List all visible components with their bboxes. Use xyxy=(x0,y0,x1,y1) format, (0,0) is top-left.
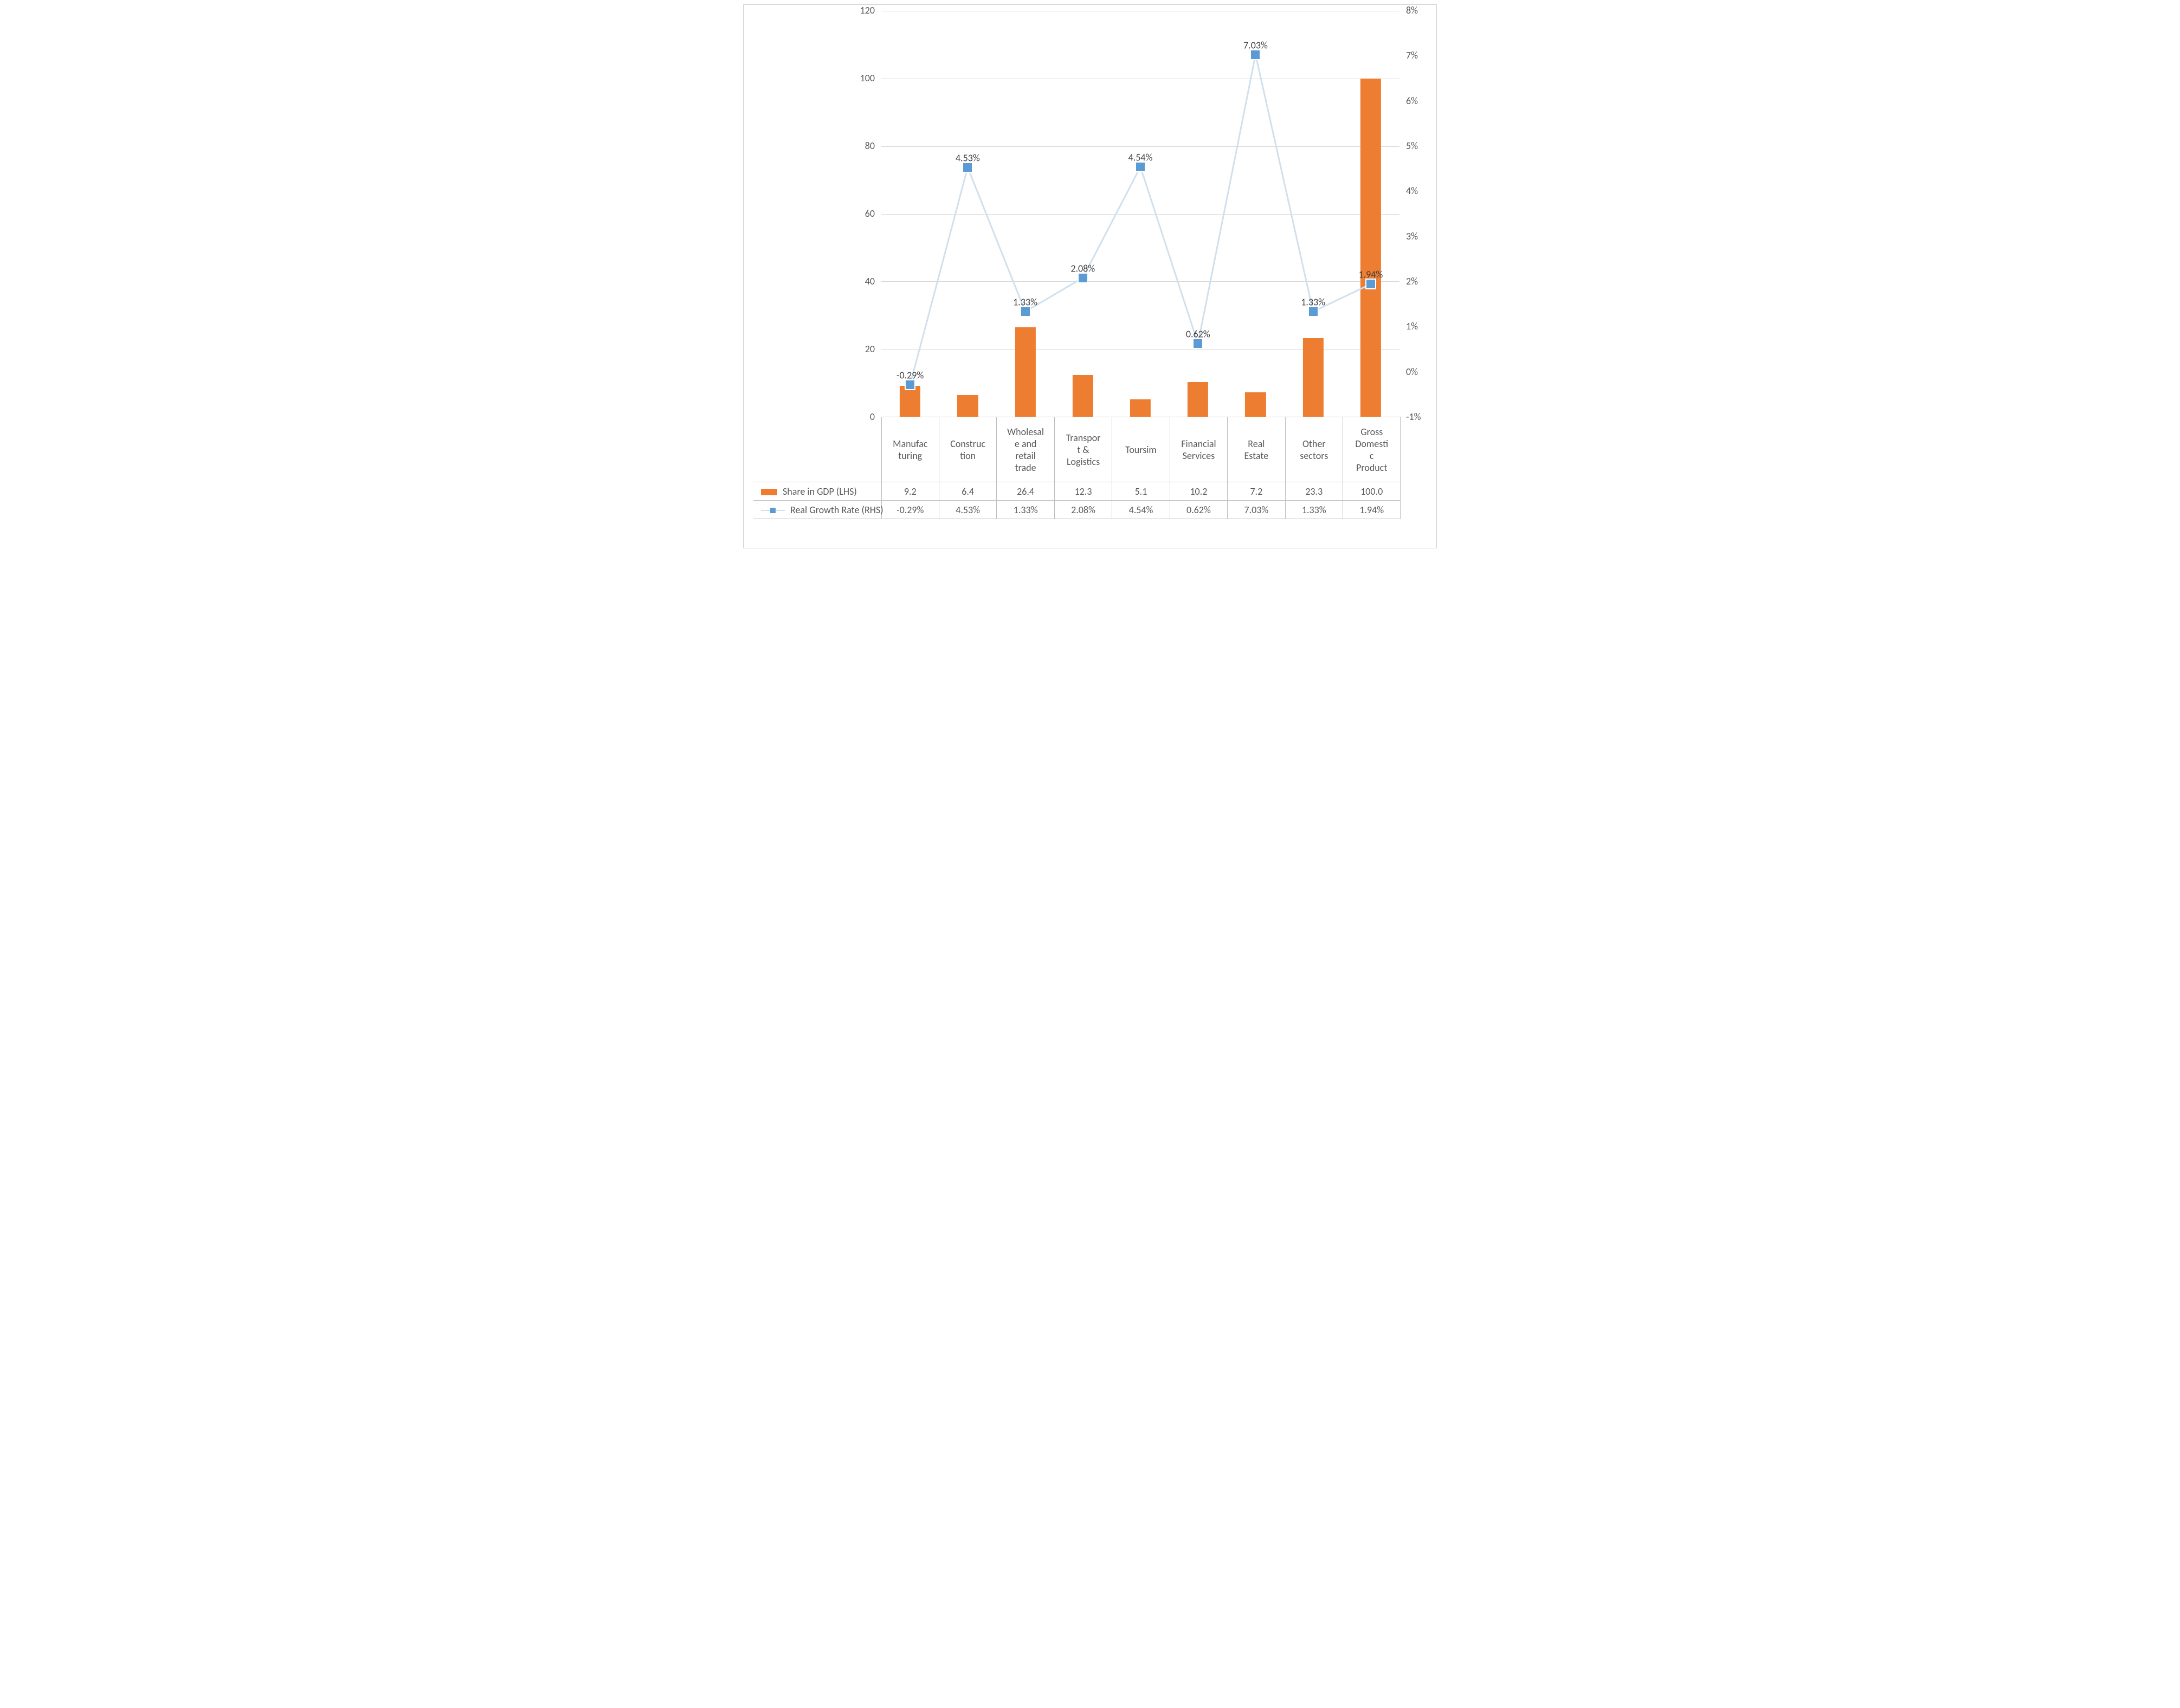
y-right-tick: 5% xyxy=(1406,140,1418,152)
data-label: -0.29% xyxy=(896,369,924,381)
y-left-tick: 120 xyxy=(860,4,875,16)
table-cell: 9.2 xyxy=(881,482,939,501)
marker-group: -0.29% 4.53% 1.33% 2.08% 4.54% 0.62% 7.03% 1.33… xyxy=(881,11,1399,417)
table-cell: 0.62% xyxy=(1170,501,1227,519)
y-left-tick: 80 xyxy=(865,140,875,152)
y-right-tick: 3% xyxy=(1406,230,1418,242)
table-cell: 23.3 xyxy=(1285,482,1343,501)
table-cell: 6.4 xyxy=(939,482,996,501)
table-cell: 26.4 xyxy=(997,482,1054,501)
category-header: Othersectors xyxy=(1285,417,1343,482)
data-label: 1.33% xyxy=(1301,296,1325,308)
plot-area: -0.29% 4.53% 1.33% 2.08% 4.54% 0.62% 7.03% 1.33… xyxy=(881,10,1399,417)
y-right-tick: 6% xyxy=(1406,95,1418,107)
category-header: RealEstate xyxy=(1228,417,1285,482)
table-cell: 1.33% xyxy=(997,501,1054,519)
data-label: 4.54% xyxy=(1128,151,1153,163)
table-cell: 7.2 xyxy=(1228,482,1285,501)
y-axis-left: 020406080100120 xyxy=(753,10,881,417)
table-cell: 100.0 xyxy=(1343,482,1401,501)
table-cell: 1.94% xyxy=(1343,501,1401,519)
y-axis-right: -1%0%1%2%3%4%5%6%7%8% xyxy=(1402,10,1427,417)
category-header: GrossDomesticProduct xyxy=(1343,417,1401,482)
data-label: 0.62% xyxy=(1186,328,1210,340)
legend-line-label: Real Growth Rate (RHS) xyxy=(790,504,883,516)
table-corner xyxy=(753,417,881,482)
table-cell: 1.33% xyxy=(1285,501,1343,519)
y-right-tick: 2% xyxy=(1406,275,1418,287)
data-label: 1.94% xyxy=(1358,269,1383,281)
table-cell: -0.29% xyxy=(881,501,939,519)
data-label: 1.33% xyxy=(1013,296,1037,308)
chart-body: 020406080100120 -1%0%1%2%3%4%5%6%7%8% -0… xyxy=(753,10,1427,542)
table-cell: 4.54% xyxy=(1112,501,1170,519)
y-right-tick: 1% xyxy=(1406,320,1418,332)
table-cell: 4.53% xyxy=(939,501,996,519)
legend-bar: Share in GDP (LHS) xyxy=(753,482,881,501)
category-header: Manufacturing xyxy=(881,417,939,482)
category-header: Wholesale andretailtrade xyxy=(997,417,1054,482)
y-left-tick: 100 xyxy=(860,72,875,84)
table-cell: 12.3 xyxy=(1054,482,1112,501)
table-cell: 5.1 xyxy=(1112,482,1170,501)
y-left-tick: 60 xyxy=(865,208,875,219)
y-right-tick: 7% xyxy=(1406,49,1418,61)
y-right-tick: 4% xyxy=(1406,185,1418,197)
data-label: 4.53% xyxy=(956,152,980,164)
data-label: 7.03% xyxy=(1243,39,1268,51)
y-right-tick: 0% xyxy=(1406,366,1418,378)
y-left-tick: 40 xyxy=(865,275,875,287)
category-header: Transport &Logistics xyxy=(1054,417,1112,482)
legend-line: Real Growth Rate (RHS) xyxy=(753,501,881,519)
y-right-tick: 8% xyxy=(1406,4,1418,16)
data-table: ManufacturingConstructionWholesale andre… xyxy=(753,417,1401,519)
table-cell: 10.2 xyxy=(1170,482,1227,501)
data-label: 2.08% xyxy=(1070,262,1095,274)
category-header: Construction xyxy=(939,417,996,482)
table-cell: 2.08% xyxy=(1054,501,1112,519)
table-cell: 7.03% xyxy=(1228,501,1285,519)
category-header: Toursim xyxy=(1112,417,1170,482)
category-header: FinancialServices xyxy=(1170,417,1227,482)
chart-frame: 020406080100120 -1%0%1%2%3%4%5%6%7%8% -0… xyxy=(743,4,1437,548)
y-left-tick: 20 xyxy=(865,343,875,355)
legend-bar-label: Share in GDP (LHS) xyxy=(783,486,857,497)
